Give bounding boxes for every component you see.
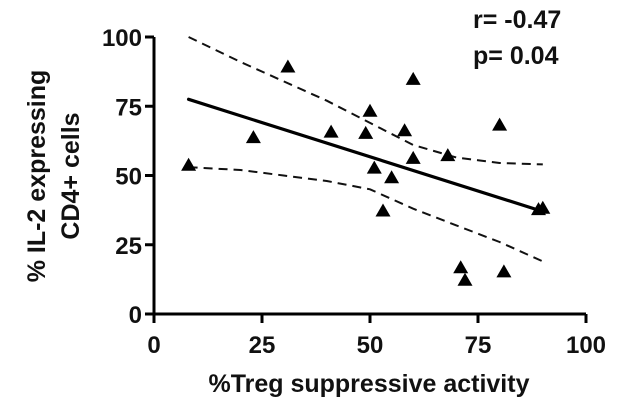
data-point-7	[366, 160, 382, 174]
data-point-12	[405, 71, 421, 85]
data-point-17	[496, 264, 512, 278]
data-point-4	[323, 124, 339, 138]
correlation-r-annotation: r= -0.47	[473, 6, 561, 34]
confidence-band-upper	[188, 36, 543, 166]
regression-line	[186, 97, 545, 214]
y-tick-label-25: 25	[115, 233, 142, 260]
y-tick-label-75: 75	[115, 94, 142, 121]
y-axis-title-line-2: CD4+ cells	[57, 112, 85, 239]
regression-line-layer	[186, 97, 545, 214]
data-point-8	[375, 203, 391, 217]
x-tick-label-50: 50	[357, 332, 384, 359]
x-tick-label-0: 0	[147, 332, 160, 359]
data-point-15	[457, 272, 473, 286]
confidence-band-layer	[188, 36, 544, 263]
data-point-13	[440, 148, 456, 162]
data-point-6	[362, 103, 378, 117]
labels-layer: %Treg suppressive activity % IL-2 expres…	[23, 6, 561, 398]
data-point-11	[405, 150, 421, 164]
data-point-14	[453, 260, 469, 274]
x-tick-label-100: 100	[566, 332, 606, 359]
y-axis-title-line-1: % IL-2 expressing	[23, 70, 51, 283]
data-points-layer	[181, 59, 551, 286]
y-tick-label-0: 0	[129, 302, 142, 329]
data-point-10	[397, 123, 413, 137]
data-point-2	[245, 130, 261, 144]
data-point-3	[280, 59, 296, 73]
axes-layer: 0 25 50 75 100 0 25 50 75 100	[102, 25, 606, 359]
y-tick-label-50: 50	[115, 164, 142, 191]
x-tick-label-25: 25	[249, 332, 276, 359]
y-tick-label-100: 100	[102, 25, 142, 52]
data-point-1	[181, 157, 197, 171]
data-point-16	[492, 117, 508, 131]
data-point-5	[358, 125, 374, 139]
confidence-band-lower	[188, 166, 544, 263]
data-point-9	[384, 170, 400, 184]
correlation-p-annotation: p= 0.04	[473, 42, 559, 70]
data-point-19	[535, 200, 551, 214]
x-axis-title: %Treg suppressive activity	[209, 370, 530, 398]
x-tick-label-75: 75	[465, 332, 492, 359]
